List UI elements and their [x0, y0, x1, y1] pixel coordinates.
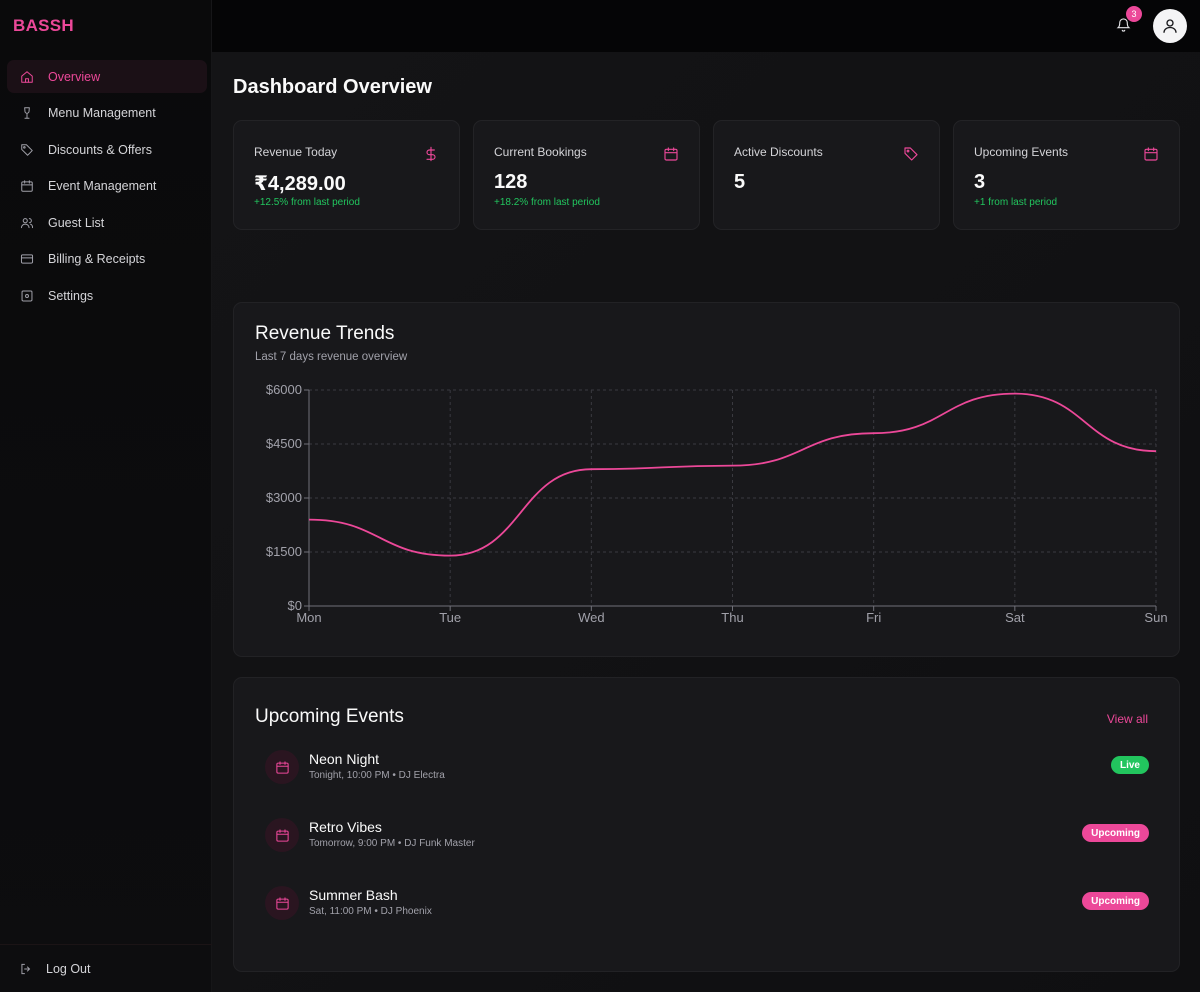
stat-card-discounts: Active Discounts 5 [713, 120, 940, 230]
x-tick-label: Wed [578, 610, 605, 625]
stat-value: 3 [974, 171, 986, 193]
event-meta: Tomorrow, 9:00 PM • DJ Funk Master [309, 838, 475, 849]
sidebar-item-guest-list[interactable]: Guest List [7, 206, 207, 239]
logout-icon [21, 963, 31, 974]
x-tick-label: Fri [866, 610, 881, 625]
event-name: Retro Vibes [309, 819, 382, 835]
x-tick-label: Tue [439, 610, 461, 625]
calendar-icon [265, 750, 299, 784]
stat-label: Active Discounts [734, 145, 823, 159]
brand-logo[interactable]: BASSH [13, 16, 75, 35]
sidebar-nav: Overview Menu Management Discounts & Off… [7, 60, 207, 316]
sidebar: BASSH Overview Menu Management Discounts… [0, 0, 212, 992]
revenue-line-chart: $0 $1500 $3000 $4500 $6000 Mon Tue Wed Thu Fri Sat… [266, 382, 1168, 625]
bell-icon[interactable] [1116, 17, 1132, 33]
sidebar-divider [0, 944, 212, 945]
topbar: 3 [212, 0, 1200, 52]
stat-change: +1 from last period [974, 197, 1058, 208]
stat-card-bookings: Current Bookings 128 +18.2% from last pe… [473, 120, 700, 230]
x-tick-label: Mon [296, 610, 321, 625]
sidebar-item-discounts[interactable]: Discounts & Offers [7, 133, 207, 166]
sidebar-item-menu-management[interactable]: Menu Management [7, 97, 207, 130]
calendar-icon [19, 178, 35, 194]
tag-icon [19, 142, 35, 158]
stat-card-revenue: Revenue Today ₹4,289.00 +12.5% from last… [233, 120, 460, 230]
main-content: Dashboard Overview Revenue Today ₹4,289.… [212, 52, 1200, 992]
calendar-icon [265, 818, 299, 852]
event-row[interactable]: Summer Bash Sat, 11:00 PM • DJ Phoenix U… [265, 886, 1149, 922]
stat-value: 5 [734, 171, 746, 193]
panel-title: Upcoming Events [255, 706, 404, 727]
y-tick-label: $4500 [266, 436, 302, 451]
sidebar-item-settings[interactable]: Settings [7, 279, 207, 312]
stat-label: Current Bookings [494, 145, 587, 159]
sidebar-item-label: Settings [48, 288, 94, 303]
revenue-trends-panel: Revenue Trends Last 7 days revenue overv… [233, 302, 1180, 657]
status-badge: Upcoming [1082, 824, 1149, 842]
logout-label: Log Out [46, 961, 91, 976]
event-name: Neon Night [309, 751, 380, 767]
event-meta: Tonight, 10:00 PM • DJ Electra [309, 770, 445, 781]
x-tick-label: Sun [1144, 610, 1167, 625]
y-tick-label: $0 [288, 598, 302, 613]
sidebar-item-label: Billing & Receipts [48, 252, 146, 266]
sidebar-item-label: Discounts & Offers [48, 142, 152, 157]
sidebar-item-label: Menu Management [48, 106, 156, 120]
y-tick-label: $1500 [266, 544, 302, 559]
logout-button[interactable]: Log Out [7, 952, 207, 985]
event-row[interactable]: Retro Vibes Tomorrow, 9:00 PM • DJ Funk … [265, 818, 1149, 854]
sidebar-item-overview[interactable]: Overview [7, 60, 207, 93]
event-row[interactable]: Neon Night Tonight, 10:00 PM • DJ Electr… [265, 750, 1149, 786]
sidebar-item-label: Overview [48, 69, 101, 84]
stat-change: +18.2% from last period [494, 197, 600, 208]
calendar-icon [1143, 146, 1159, 162]
dollar-icon [423, 146, 439, 162]
stat-change: +12.5% from last period [254, 197, 360, 208]
stat-label: Upcoming Events [974, 145, 1069, 159]
stat-card-events: Upcoming Events 3 +1 from last period [953, 120, 1180, 230]
users-icon [19, 215, 35, 231]
calendar-icon [265, 886, 299, 920]
wine-glass-icon [19, 105, 35, 121]
x-tick-label: Sat [1005, 610, 1025, 625]
status-badge: Upcoming [1082, 892, 1149, 910]
credit-card-icon [19, 251, 35, 267]
panel-subtitle: Last 7 days revenue overview [255, 351, 408, 363]
sidebar-item-label: Guest List [48, 215, 105, 230]
y-tick-label: $6000 [266, 382, 302, 397]
x-tick-label: Thu [721, 610, 743, 625]
stat-value: 128 [494, 171, 528, 193]
calendar-icon [663, 146, 679, 162]
view-all-link[interactable]: View all [1106, 712, 1148, 726]
event-meta: Sat, 11:00 PM • DJ Phoenix [309, 906, 432, 917]
settings-icon [19, 288, 35, 304]
upcoming-events-panel: Upcoming Events View all Neon Night Toni… [233, 677, 1180, 972]
avatar[interactable] [1153, 9, 1187, 43]
status-badge: Live [1110, 756, 1149, 774]
event-name: Summer Bash [309, 887, 398, 903]
y-tick-label: $3000 [266, 490, 302, 505]
sidebar-item-billing[interactable]: Billing & Receipts [7, 243, 207, 276]
panel-title: Revenue Trends [255, 323, 395, 344]
sidebar-item-label: Event Management [48, 179, 157, 193]
stat-value: ₹4,289.00 [254, 173, 346, 195]
page-title: Dashboard Overview [233, 76, 432, 98]
stat-label: Revenue Today [254, 145, 338, 159]
user-icon [1163, 19, 1177, 33]
revenue-series-line [308, 392, 1157, 557]
home-icon [19, 69, 35, 85]
tag-icon [903, 146, 919, 162]
sidebar-item-event-management[interactable]: Event Management [7, 170, 207, 203]
notification-badge: 3 [1126, 6, 1142, 22]
